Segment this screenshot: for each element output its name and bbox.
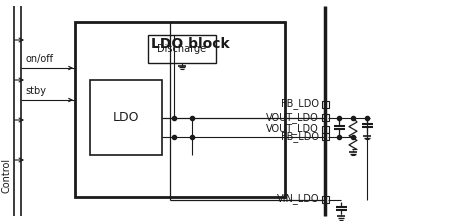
Bar xyxy=(75,22,285,197)
Bar xyxy=(90,80,162,155)
Text: VIN_LDO: VIN_LDO xyxy=(276,194,319,204)
Text: on/off: on/off xyxy=(25,54,53,64)
Text: LDO block: LDO block xyxy=(151,37,230,51)
Bar xyxy=(322,101,329,108)
Text: Discharge: Discharge xyxy=(158,44,207,54)
Bar xyxy=(322,196,329,203)
Bar xyxy=(322,126,329,133)
Text: LDO: LDO xyxy=(113,111,139,124)
Text: Control: Control xyxy=(1,157,11,192)
Text: FB_LDO: FB_LDO xyxy=(281,99,319,109)
Bar xyxy=(322,114,329,120)
Bar xyxy=(148,35,216,63)
Text: FB_LDO: FB_LDO xyxy=(281,131,319,143)
Bar xyxy=(322,133,329,140)
Text: VOUT_LDO: VOUT_LDO xyxy=(266,112,319,123)
Text: stby: stby xyxy=(25,86,46,96)
Text: VOUT_LDO: VOUT_LDO xyxy=(266,124,319,134)
